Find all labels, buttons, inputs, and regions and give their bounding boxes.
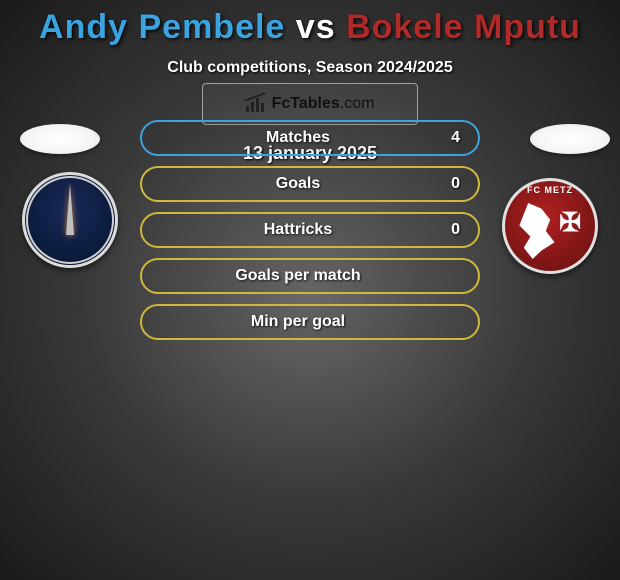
- stat-pill-goals: Goals0: [140, 166, 480, 202]
- player1-name: Andy Pembele: [39, 8, 285, 46]
- player2-avatar-placeholder: [530, 124, 610, 154]
- bars-icon: [246, 96, 266, 112]
- stat-value: 0: [436, 221, 460, 239]
- watermark-brand: FcTables: [272, 95, 340, 112]
- stat-pill-goals-per-match: Goals per match: [140, 258, 480, 294]
- vs-text: vs: [285, 8, 346, 46]
- stat-pill-hattricks: Hattricks0: [140, 212, 480, 248]
- stat-label: Min per goal: [160, 313, 436, 331]
- stat-label: Hattricks: [160, 221, 436, 239]
- fctables-watermark: FcTables.com: [202, 83, 418, 125]
- stat-label: Goals per match: [160, 267, 436, 285]
- subtitle: Club competitions, Season 2024/2025: [0, 59, 620, 77]
- fc-metz-crest-icon: [502, 178, 598, 274]
- stat-label: Goals: [160, 175, 436, 193]
- stat-pill-matches: Matches4: [140, 120, 480, 156]
- player1-avatar-placeholder: [20, 124, 100, 154]
- stats-pills: Matches4Goals0Hattricks0Goals per matchM…: [140, 120, 480, 350]
- watermark-suffix: .com: [340, 95, 375, 112]
- stat-label: Matches: [160, 129, 436, 147]
- stat-value: 4: [436, 129, 460, 147]
- dragon-icon: [515, 203, 559, 259]
- comparison-title: Andy Pembele vs Bokele Mputu: [0, 0, 620, 47]
- stat-pill-min-per-goal: Min per goal: [140, 304, 480, 340]
- watermark-text: FcTables.com: [272, 95, 375, 113]
- player2-name: Bokele Mputu: [346, 8, 581, 46]
- stat-value: 0: [436, 175, 460, 193]
- paris-fc-crest-icon: [22, 172, 118, 268]
